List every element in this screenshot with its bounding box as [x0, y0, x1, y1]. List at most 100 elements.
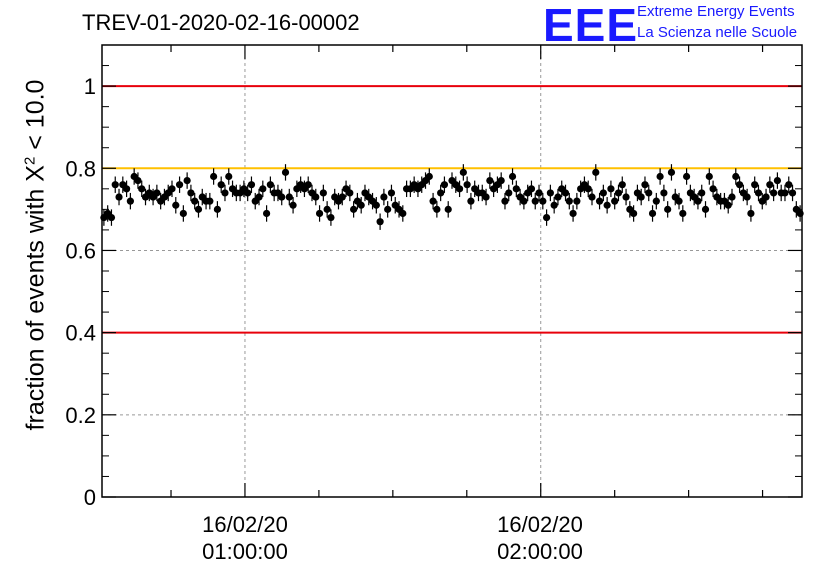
data-point	[399, 209, 407, 218]
data-point	[773, 177, 782, 185]
data-point	[285, 193, 293, 201]
data-point	[781, 189, 789, 197]
data-point	[584, 185, 592, 193]
data-point	[486, 177, 494, 185]
data-point	[531, 197, 539, 205]
data-point	[656, 172, 664, 181]
data-point	[107, 213, 116, 222]
data-point	[785, 181, 793, 189]
data-point	[664, 205, 672, 213]
data-point	[346, 189, 354, 197]
data-point	[463, 181, 471, 189]
data-point	[641, 181, 649, 189]
data-point	[262, 209, 271, 218]
data-point	[599, 189, 607, 197]
data-point	[467, 197, 475, 205]
data-point	[520, 197, 528, 205]
data-point	[134, 177, 142, 185]
data-point	[206, 197, 214, 205]
data-point	[770, 189, 778, 197]
data-point	[637, 193, 645, 201]
data-point	[191, 197, 199, 205]
data-point	[607, 185, 615, 193]
data-point	[255, 193, 263, 201]
chart-title: TREV-01-2020-02-16-00002	[82, 10, 360, 35]
data-point	[380, 193, 388, 201]
data-point	[592, 168, 600, 176]
y-tick-label: 0	[84, 485, 96, 510]
data-point	[122, 185, 131, 193]
y-tick-label: 1	[84, 74, 96, 99]
data-point	[372, 201, 380, 209]
data-point	[244, 189, 252, 197]
data-point	[323, 205, 331, 213]
data-point	[194, 205, 203, 213]
data-point	[172, 201, 180, 209]
data-point	[289, 201, 297, 209]
x-tick-date: 16/02/20	[202, 512, 288, 537]
data-point	[384, 205, 392, 213]
data-point	[698, 189, 706, 197]
x-tick-date: 16/02/20	[497, 512, 583, 537]
data-point	[455, 185, 464, 193]
data-point	[319, 189, 327, 197]
data-point	[497, 177, 505, 185]
x-tick-time: 02:00:00	[497, 539, 583, 564]
data-point	[278, 193, 286, 201]
data-point	[611, 197, 619, 205]
data-point	[187, 189, 195, 197]
data-point	[429, 197, 437, 205]
data-point	[554, 193, 562, 201]
data-point	[766, 181, 774, 189]
data-point	[645, 189, 653, 197]
data-point	[213, 205, 222, 213]
data-point	[622, 193, 630, 201]
data-point	[535, 189, 543, 197]
data-point	[667, 168, 676, 176]
data-point	[709, 185, 717, 193]
data-point	[175, 181, 184, 189]
data-point	[376, 218, 384, 226]
data-point	[327, 213, 335, 222]
y-tick-label: 0.2	[65, 403, 96, 428]
data-point	[357, 201, 365, 209]
data-point	[437, 189, 445, 197]
data-point	[312, 193, 320, 201]
data-point	[111, 181, 119, 189]
data-point	[350, 205, 358, 213]
data-point	[153, 189, 161, 197]
data-point	[614, 189, 623, 197]
data-point	[588, 193, 596, 201]
data-point	[595, 197, 604, 205]
data-point	[724, 201, 732, 209]
data-point	[701, 205, 710, 213]
data-point	[433, 205, 441, 213]
data-point	[440, 181, 449, 189]
data-point	[569, 209, 577, 218]
data-point	[630, 209, 638, 218]
data-point	[762, 193, 770, 201]
data-point	[210, 172, 218, 181]
data-point	[501, 197, 509, 205]
x-tick-label-0200: 16/02/20 02:00:00	[497, 511, 583, 565]
data-point	[179, 209, 187, 218]
data-point	[747, 209, 755, 218]
data-point	[281, 168, 290, 176]
data-point	[259, 185, 267, 193]
data-point	[743, 193, 751, 201]
data-point	[539, 197, 547, 205]
data-point	[565, 197, 573, 205]
data-point	[387, 189, 396, 197]
data-point	[682, 172, 691, 181]
data-point	[425, 172, 433, 181]
logo-text-line2: La Scienza nelle Scuole	[637, 24, 798, 41]
data-point	[512, 185, 520, 193]
data-point	[444, 205, 452, 213]
data-point	[796, 209, 804, 218]
data-point	[138, 185, 146, 193]
data-point	[315, 209, 324, 218]
data-point	[550, 201, 558, 209]
data-point	[304, 181, 312, 189]
data-point	[751, 181, 759, 189]
